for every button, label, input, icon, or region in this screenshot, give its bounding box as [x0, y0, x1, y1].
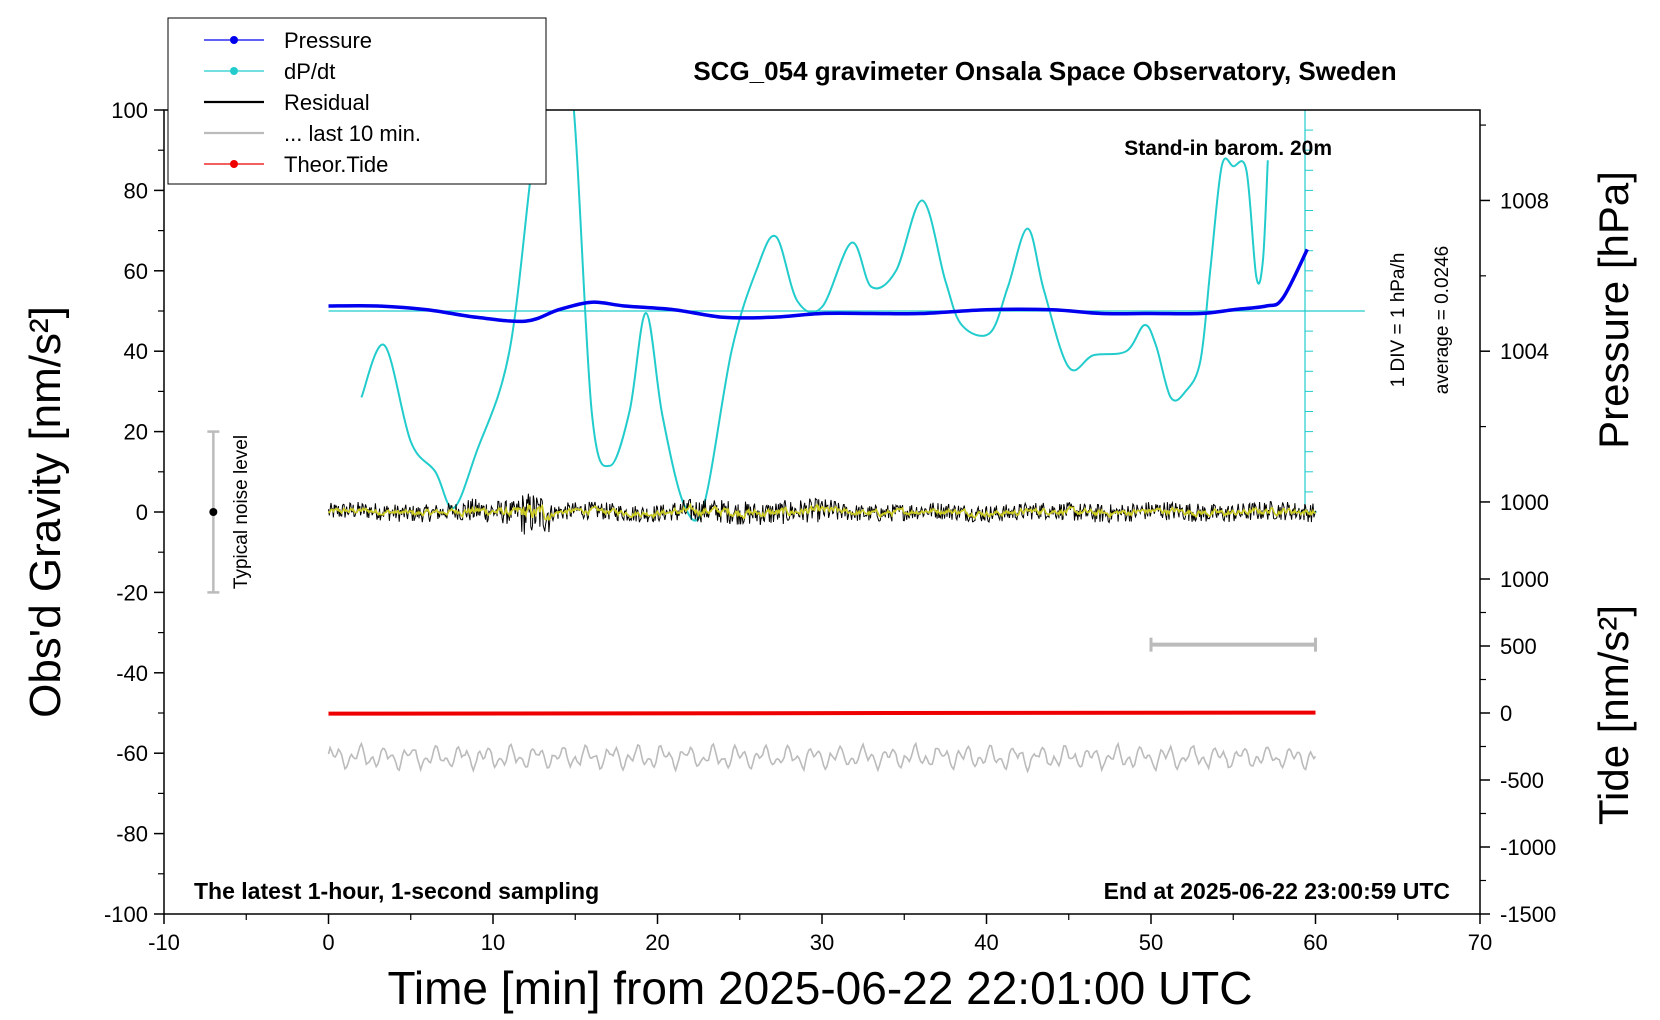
dpdt-average-label: average = 0.0246	[1432, 246, 1453, 394]
y-tick-label: 20	[124, 420, 148, 445]
y-tick-label: -100	[104, 902, 148, 927]
tide-tick-label: 500	[1500, 634, 1537, 659]
y-tick-label: -40	[116, 661, 148, 686]
series-residual-line	[328, 493, 1316, 535]
series-tide-line	[328, 710, 1316, 716]
legend-entry-label: Pressure	[284, 28, 372, 53]
legend-entry-label: ... last 10 min.	[284, 121, 421, 146]
tide-tick-label: -1000	[1500, 835, 1556, 860]
tide-tick-label: 0	[1500, 701, 1512, 726]
x-tick-label: 10	[481, 930, 505, 955]
legend-entry-label: Residual	[284, 90, 370, 115]
x-tick-label: 60	[1303, 930, 1327, 955]
y-tick-label: -20	[116, 580, 148, 605]
legend: Pressure dP/dt Residual ... last 10 min. The…	[167, 17, 547, 185]
y-tick-label: 60	[124, 259, 148, 284]
legend-swatch-marker	[230, 67, 238, 75]
barometer-note: Stand-in barom. 20m	[1124, 137, 1332, 160]
legend-swatch-marker	[230, 160, 238, 168]
x-tick-label: 30	[810, 930, 834, 955]
tide-tick-label: -1500	[1500, 902, 1556, 927]
footer-left: The latest 1-hour, 1-second sampling	[194, 878, 599, 904]
axes-layer: -10 0 10 20 30 40 50 60 70100806040200-20-40-60-…	[104, 98, 1556, 955]
x-tick-label: 0	[322, 930, 334, 955]
legend-entry-label: Theor.Tide	[284, 152, 388, 177]
y-axis-title: Obs'd Gravity [nm/s²]	[21, 306, 70, 718]
y-tick-label: 0	[136, 500, 148, 525]
x-tick-label: -10	[148, 930, 180, 955]
series-residual-smoothed-line	[327, 502, 1316, 521]
y-tick-label: -80	[116, 822, 148, 847]
footer-right: End at 2025-06-22 23:00:59 UTC	[1104, 878, 1450, 904]
noise-bar-center	[209, 508, 218, 516]
dpdt-scale-label: 1 DIV = 1 hPa/h	[1388, 253, 1409, 388]
tide-tick-label: -500	[1500, 768, 1544, 793]
x-tick-label: 50	[1139, 930, 1163, 955]
legend-swatch-marker	[230, 36, 238, 44]
x-tick-label: 20	[645, 930, 669, 955]
pressure-axis-title: Pressure [hPa]	[1590, 171, 1637, 449]
pressure-tick-label: 1004	[1500, 339, 1549, 364]
series-layer	[207, 110, 1365, 774]
pressure-tick-label: 1008	[1500, 188, 1549, 213]
y-tick-label: 40	[124, 339, 148, 364]
chart-title: SCG_054 gravimeter Onsala Space Observat…	[693, 56, 1396, 86]
tide-axis-title: Tide [nm/s²]	[1590, 605, 1637, 825]
x-tick-label: 70	[1468, 930, 1492, 955]
series-pressure-line	[328, 248, 1309, 324]
pressure-tick-label: 1000	[1500, 490, 1549, 515]
x-axis-title: Time [min] from 2025-06-22 22:01:00 UTC	[388, 962, 1253, 1014]
y-tick-label: 100	[111, 98, 148, 123]
noise-label: Typical noise level	[231, 435, 252, 589]
y-tick-label: -60	[116, 741, 148, 766]
legend-entry-label: dP/dt	[284, 59, 335, 84]
x-tick-label: 40	[974, 930, 998, 955]
series-last10-line	[327, 741, 1317, 774]
tide-tick-label: 1000	[1500, 567, 1549, 592]
y-tick-label: 80	[124, 178, 148, 203]
